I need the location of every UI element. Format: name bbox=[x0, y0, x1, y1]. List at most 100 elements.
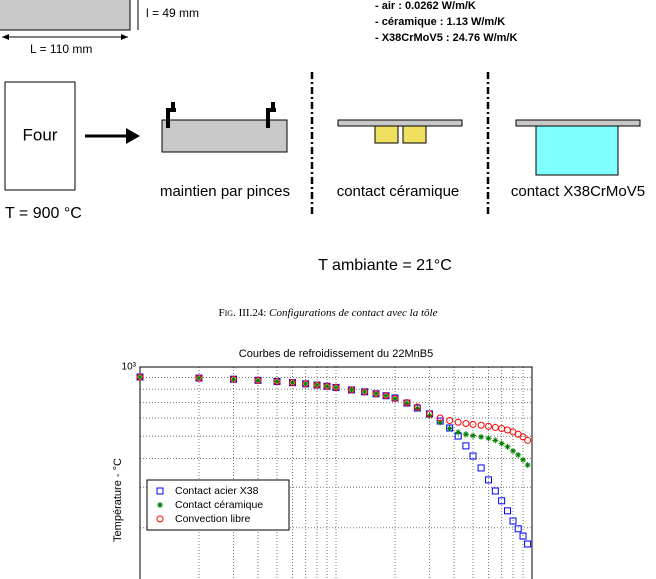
diagram: l = 49 mm L = 110 mm - air : 0.0262 W/m/… bbox=[0, 0, 645, 274]
point bbox=[348, 386, 356, 394]
point bbox=[477, 421, 485, 429]
point bbox=[156, 515, 164, 523]
config-label: contact X38CrMoV5 bbox=[511, 183, 645, 200]
point bbox=[492, 437, 499, 444]
conductivity: - air : 0.0262 W/m/K bbox=[375, 0, 476, 12]
point bbox=[332, 383, 340, 391]
point bbox=[446, 425, 453, 432]
legend bbox=[146, 479, 290, 531]
point bbox=[437, 419, 444, 426]
point bbox=[462, 419, 470, 427]
point bbox=[485, 422, 493, 430]
point bbox=[403, 400, 410, 407]
point bbox=[230, 375, 238, 383]
point bbox=[273, 378, 280, 385]
point bbox=[477, 464, 485, 472]
point bbox=[289, 379, 297, 387]
point bbox=[485, 435, 492, 442]
y-axis-label: Température - °C bbox=[112, 458, 124, 542]
point bbox=[413, 403, 421, 411]
plate bbox=[337, 119, 463, 127]
dim-L: L = 110 mm bbox=[30, 42, 92, 56]
point bbox=[491, 423, 499, 431]
point bbox=[462, 442, 470, 450]
point bbox=[314, 382, 321, 389]
point bbox=[323, 382, 331, 390]
point bbox=[333, 384, 339, 391]
clamps bbox=[166, 102, 276, 128]
plate-dimension bbox=[0, 0, 131, 31]
point bbox=[392, 395, 399, 402]
point bbox=[524, 461, 531, 468]
point bbox=[372, 390, 380, 398]
legend-label: Convection libre bbox=[175, 513, 250, 525]
point bbox=[383, 392, 390, 399]
point bbox=[519, 433, 527, 441]
config-label: contact céramique bbox=[337, 183, 460, 200]
plate bbox=[515, 119, 641, 127]
point bbox=[498, 440, 505, 447]
point bbox=[414, 405, 421, 412]
point bbox=[519, 532, 527, 540]
point bbox=[137, 373, 143, 380]
furnace bbox=[4, 81, 76, 191]
point bbox=[515, 451, 522, 458]
point bbox=[230, 376, 237, 383]
furnace-label: Four bbox=[23, 125, 58, 144]
point bbox=[361, 388, 368, 395]
point bbox=[196, 375, 203, 382]
point bbox=[524, 436, 532, 444]
point bbox=[157, 502, 163, 508]
arrowhead bbox=[126, 128, 140, 144]
point bbox=[373, 390, 380, 397]
chart-title: Courbes de refroidissement du 22MnB5 bbox=[239, 348, 433, 360]
point bbox=[361, 388, 369, 396]
point bbox=[455, 429, 462, 436]
dim-l: l = 49 mm bbox=[146, 6, 199, 20]
caption: Fig. III.24: Configurations de contact a… bbox=[219, 307, 438, 319]
point bbox=[136, 373, 144, 381]
point bbox=[324, 383, 331, 390]
ceramic-block bbox=[374, 125, 399, 144]
point bbox=[514, 525, 522, 533]
point bbox=[454, 418, 462, 426]
point bbox=[156, 487, 164, 495]
steel-block bbox=[535, 125, 619, 176]
point bbox=[520, 456, 527, 463]
point bbox=[302, 380, 310, 388]
point bbox=[504, 443, 511, 450]
point bbox=[469, 432, 476, 439]
point bbox=[391, 394, 399, 402]
point bbox=[524, 540, 532, 548]
point bbox=[426, 410, 434, 418]
point bbox=[478, 433, 485, 440]
point bbox=[289, 379, 296, 386]
conductivity: - X38CrMoV5 : 24.76 W/m/K bbox=[375, 32, 517, 44]
point bbox=[509, 517, 517, 525]
point bbox=[255, 377, 262, 384]
conductivity: - céramique : 1.13 W/m/K bbox=[375, 16, 505, 28]
caption-text: Configurations de contact avec la tôle bbox=[269, 307, 437, 319]
point bbox=[510, 447, 517, 454]
point bbox=[195, 374, 203, 382]
point bbox=[491, 487, 499, 495]
furnace-temp: T = 900 °C bbox=[5, 205, 82, 222]
point bbox=[302, 380, 309, 387]
point bbox=[273, 377, 281, 385]
ceramic-block bbox=[402, 125, 427, 144]
point bbox=[254, 376, 262, 384]
legend-label: Contact acier X38 bbox=[175, 485, 259, 497]
point bbox=[446, 417, 454, 425]
point bbox=[498, 497, 506, 505]
y-tick-label: 10³ bbox=[122, 362, 137, 373]
point bbox=[436, 414, 444, 422]
config-label: maintien par pinces bbox=[160, 183, 290, 200]
ambient-temp: T ambiante = 21°C bbox=[318, 257, 452, 274]
point bbox=[469, 452, 477, 460]
point bbox=[348, 386, 355, 393]
point bbox=[504, 507, 512, 515]
point bbox=[462, 431, 469, 438]
point bbox=[469, 420, 477, 428]
